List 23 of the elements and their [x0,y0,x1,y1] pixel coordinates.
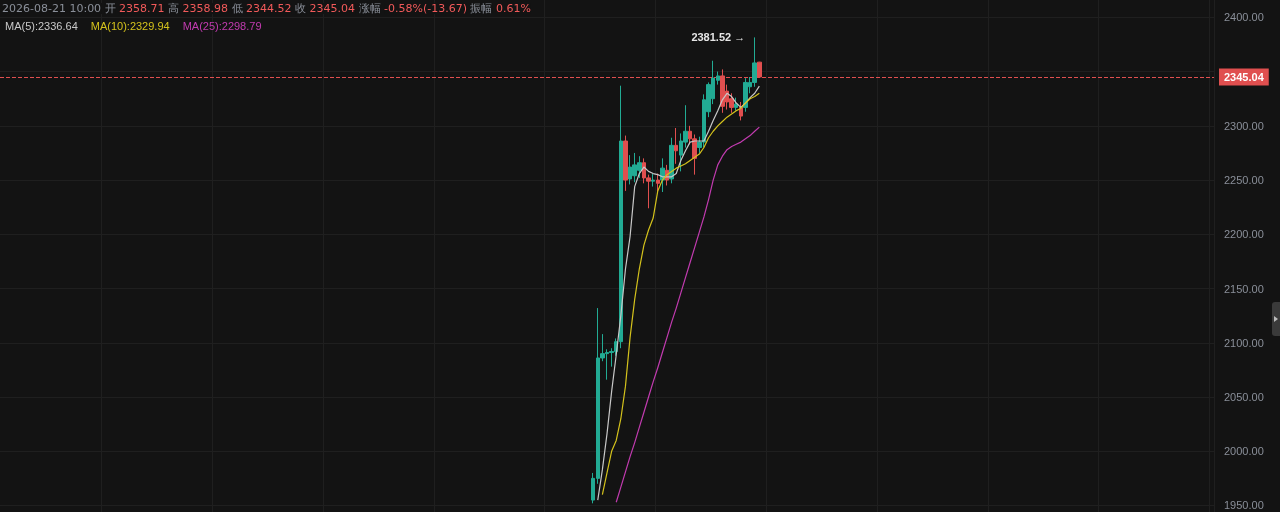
candlestick [669,137,674,184]
ref-line-label: 2345.04 [1224,70,1265,83]
candlestick [674,127,678,165]
y-tick-label: 2300.00 [1224,119,1264,132]
y-tick-label: 2250.00 [1224,174,1264,187]
annotation: 2381.52 → [691,31,746,44]
candlestick [623,135,628,192]
y-tick-label: 2050.00 [1224,391,1264,404]
candlestick [734,97,738,112]
y-tick-label: 2400.00 [1224,11,1264,24]
y-tick-label: 2200.00 [1224,228,1264,241]
text: MA(5):2336.64 [5,20,78,32]
line-series [615,126,760,503]
text: MA(10):2329.94 [90,20,170,32]
candlestick [651,173,655,188]
y-tick-label: 2000.00 [1224,445,1264,458]
candlestick [619,85,623,349]
candlestick [743,77,748,113]
text: MA(25):2298.79 [182,20,262,32]
y-tick-label: 2150.00 [1224,282,1264,295]
y-tick-label: 1950.00 [1224,499,1264,512]
text: 2026-08-21 10:00 开 2358.71 高 2358.98 低 2344.52 收 2345.04 涨幅 -0.58%(-13.67) 振幅 0.61% [2,2,531,15]
y-tick-label: 2100.00 [1224,336,1264,349]
